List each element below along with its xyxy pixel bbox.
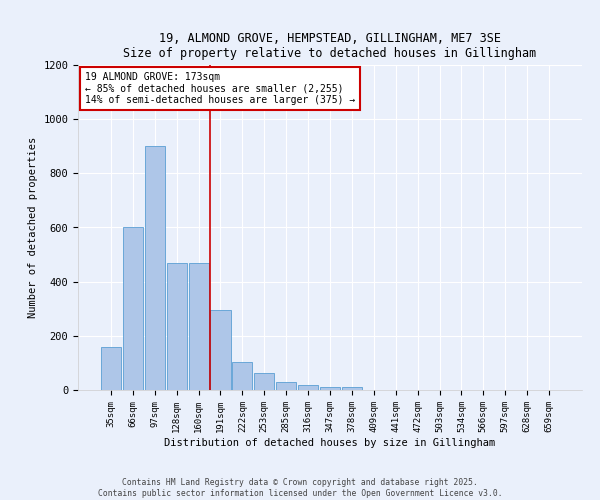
- Bar: [342, 388, 362, 390]
- Bar: [254, 373, 274, 390]
- Bar: [145, 146, 165, 390]
- Bar: [232, 362, 253, 390]
- Bar: [320, 387, 340, 390]
- Bar: [211, 310, 230, 390]
- Bar: [188, 262, 209, 390]
- Y-axis label: Number of detached properties: Number of detached properties: [28, 137, 38, 318]
- X-axis label: Distribution of detached houses by size in Gillingham: Distribution of detached houses by size …: [164, 438, 496, 448]
- Bar: [167, 262, 187, 390]
- Bar: [276, 382, 296, 390]
- Text: Contains HM Land Registry data © Crown copyright and database right 2025.
Contai: Contains HM Land Registry data © Crown c…: [98, 478, 502, 498]
- Text: 19 ALMOND GROVE: 173sqm
← 85% of detached houses are smaller (2,255)
14% of semi: 19 ALMOND GROVE: 173sqm ← 85% of detache…: [85, 72, 355, 105]
- Bar: [101, 346, 121, 390]
- Bar: [298, 384, 318, 390]
- Bar: [123, 228, 143, 390]
- Title: 19, ALMOND GROVE, HEMPSTEAD, GILLINGHAM, ME7 3SE
Size of property relative to de: 19, ALMOND GROVE, HEMPSTEAD, GILLINGHAM,…: [124, 32, 536, 60]
